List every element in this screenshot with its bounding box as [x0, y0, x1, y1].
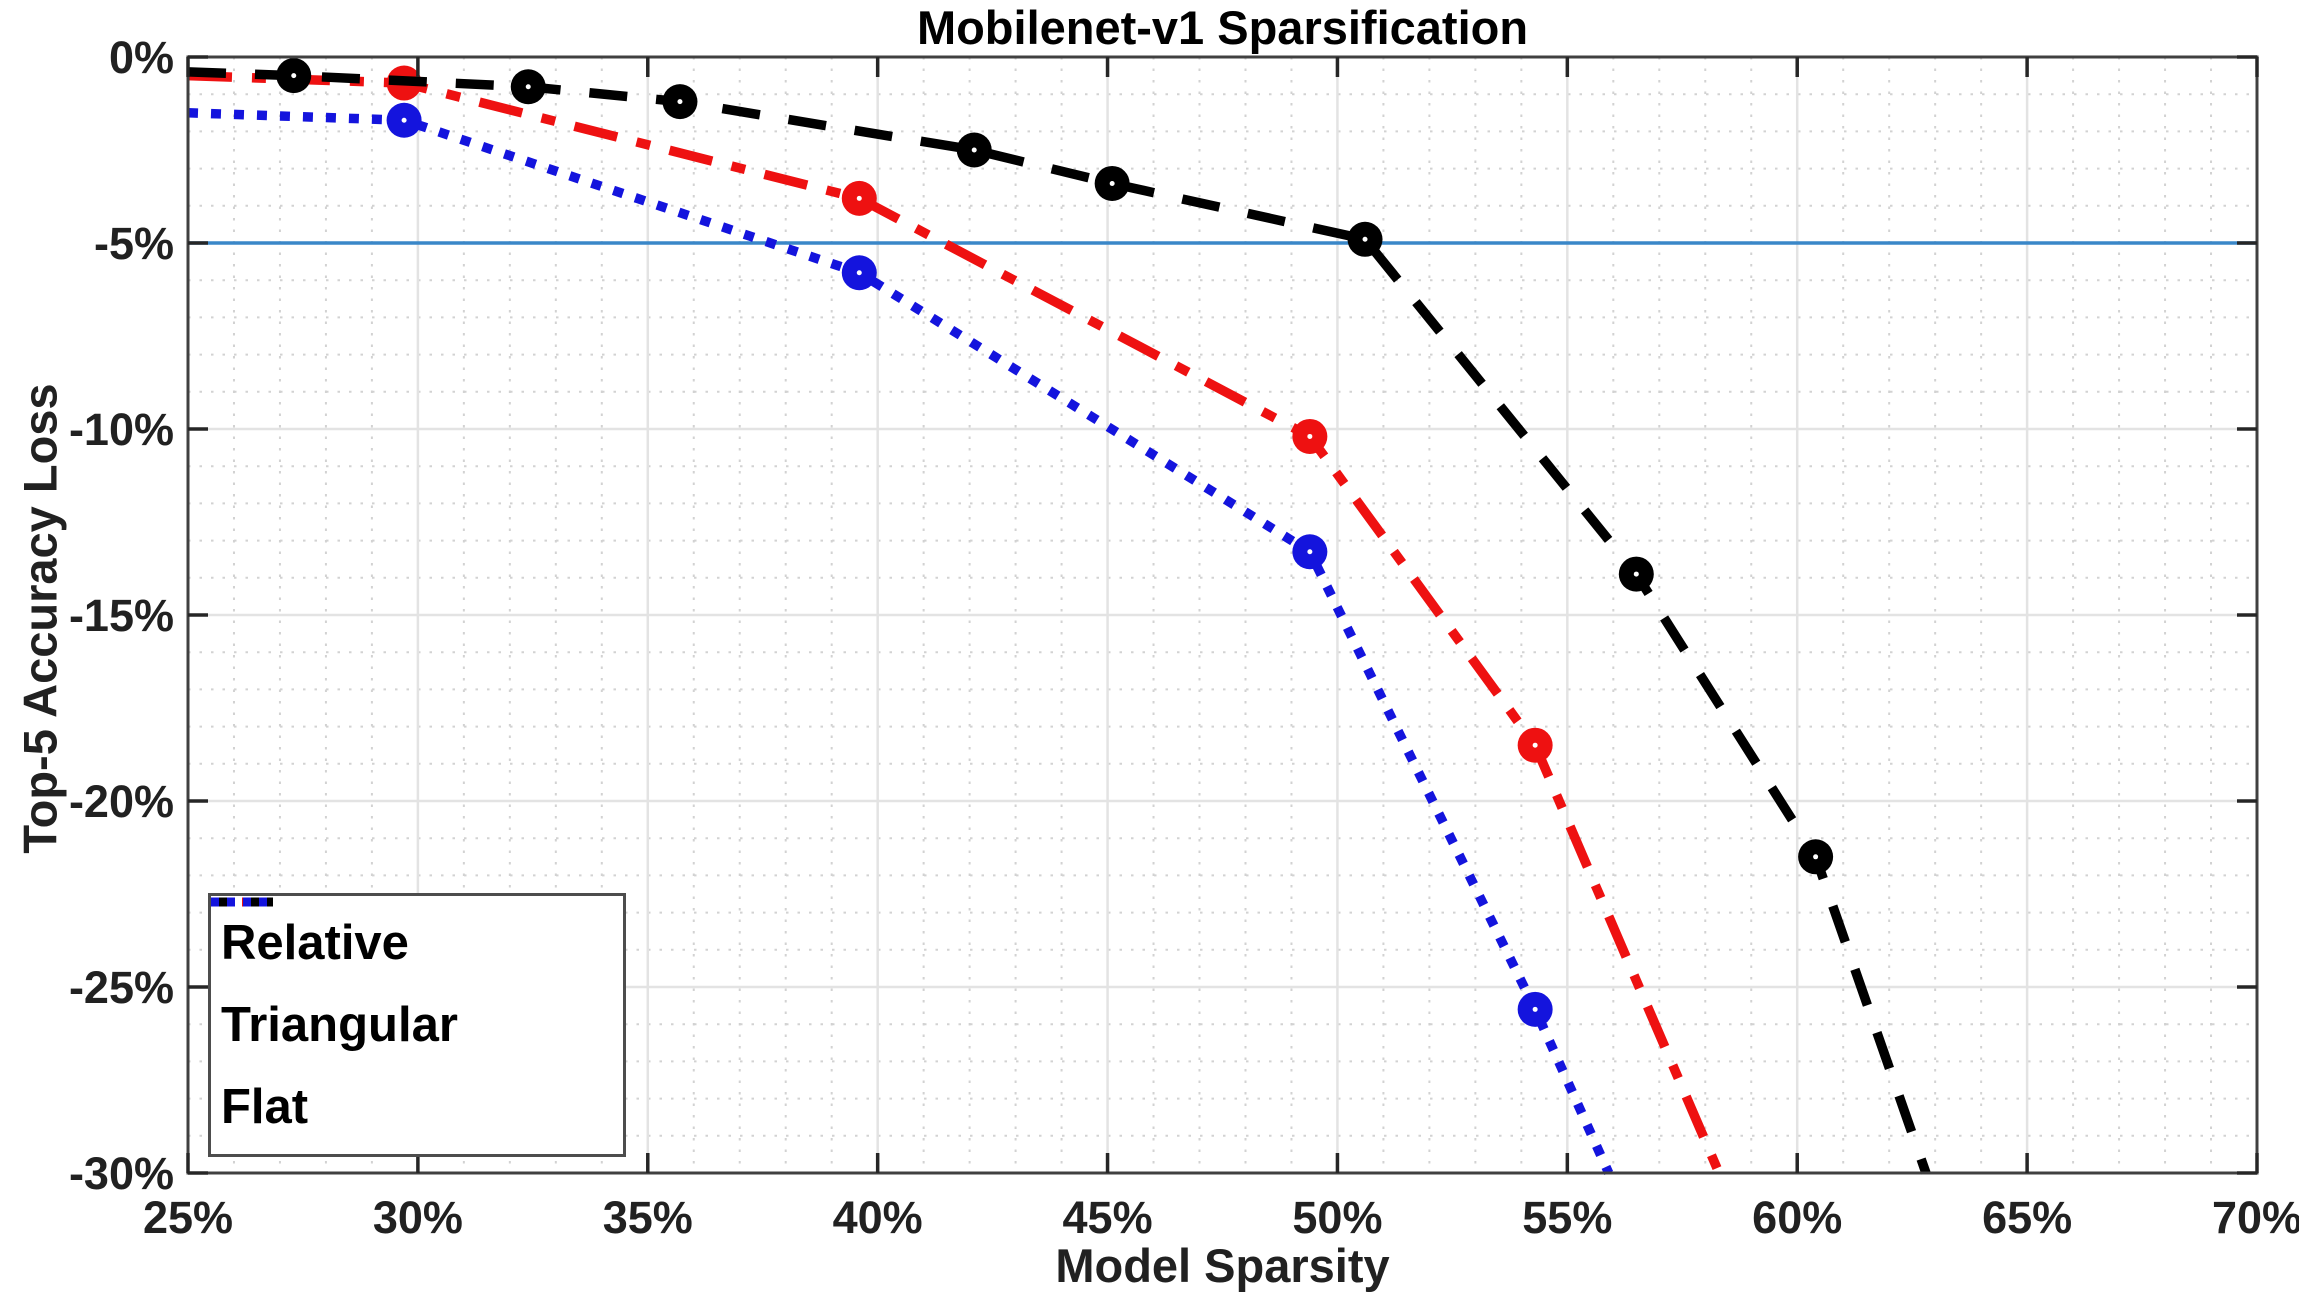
data-point-marker-center	[525, 84, 531, 90]
x-tick-label: 25%	[143, 1192, 233, 1243]
data-point-marker-center	[1813, 854, 1819, 860]
y-tick-label: -30%	[69, 1148, 174, 1199]
x-tick-label: 60%	[1752, 1192, 1842, 1243]
data-point-marker-center	[971, 147, 977, 153]
x-tick-label: 35%	[603, 1192, 693, 1243]
data-point-marker-center	[1362, 236, 1368, 242]
y-tick-label: -5%	[94, 218, 174, 269]
data-point-marker-center	[1532, 742, 1538, 748]
legend-label: Flat	[221, 1079, 309, 1134]
y-tick-label: -20%	[69, 776, 174, 827]
legend-entry-triangular[interactable]: Triangular	[211, 897, 623, 1052]
series-line-triangular[interactable]	[187, 67, 1931, 1175]
x-tick-label: 50%	[1292, 1192, 1382, 1243]
chart-title: Mobilenet-v1 Sparsification	[916, 1, 1529, 54]
legend-label: Triangular	[221, 997, 458, 1052]
y-tick-label: -10%	[69, 404, 174, 455]
legend-entry-flat[interactable]: Flat	[211, 897, 623, 1134]
legend: Relative Triangular Flat	[208, 893, 626, 1157]
data-point-marker-center	[401, 117, 407, 123]
y-axis-label: Top-5 Accuracy Loss	[13, 383, 67, 854]
data-point-marker-center	[291, 73, 297, 79]
tick-marks	[186, 55, 2259, 1175]
data-point-marker-center	[1532, 1006, 1538, 1012]
data-point-marker-center	[1307, 433, 1313, 439]
x-tick-label: 40%	[833, 1192, 923, 1243]
x-tick-label: 30%	[373, 1192, 463, 1243]
data-point-marker-center	[1109, 180, 1115, 186]
x-tick-label: 45%	[1063, 1192, 1153, 1243]
legend-entry-relative[interactable]: Relative	[211, 897, 623, 970]
data-point-marker-center	[1633, 571, 1639, 577]
data-point-marker-center	[856, 270, 862, 276]
y-tick-labels: 0% -5% -10% -15% -20% -25% -30%	[69, 32, 174, 1199]
data-point-marker-center	[1307, 549, 1313, 555]
series-markers-triangular	[276, 58, 1834, 875]
y-tick-label: -15%	[69, 590, 174, 641]
legend-label: Relative	[221, 915, 409, 970]
y-tick-label: 0%	[109, 32, 174, 83]
series-markers-flat	[386, 102, 1553, 1027]
x-tick-labels: 25% 30% 35% 40% 45% 50% 55% 60% 65% 70%	[143, 1192, 2299, 1243]
data-point-marker-center	[677, 99, 683, 105]
x-axis-label: Model Sparsity	[1055, 1239, 1390, 1292]
legend-line-sample-flat	[211, 897, 273, 907]
x-tick-label: 55%	[1522, 1192, 1612, 1243]
data-point-marker-center	[856, 195, 862, 201]
y-tick-label: -25%	[69, 962, 174, 1013]
x-tick-label: 70%	[2212, 1192, 2299, 1243]
x-tick-label: 65%	[1982, 1192, 2072, 1243]
